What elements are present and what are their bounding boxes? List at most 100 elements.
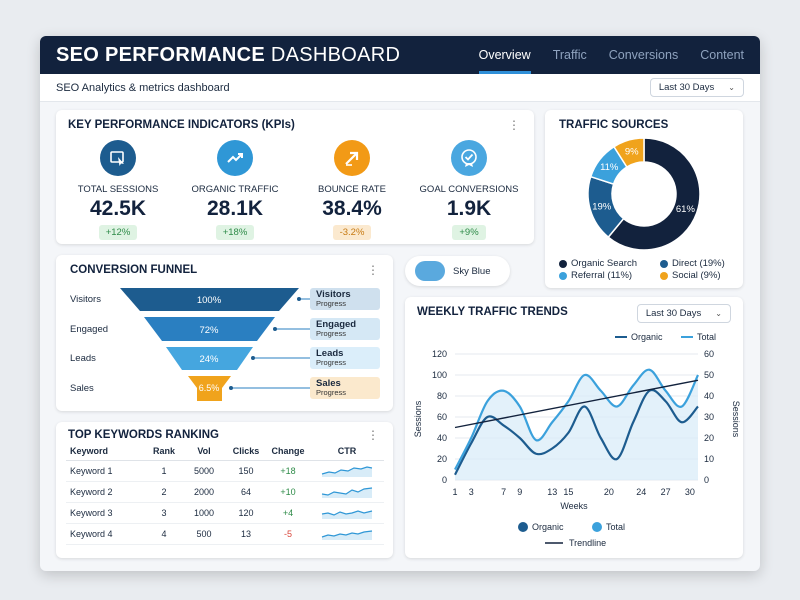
funnel-menu-icon[interactable]: ⋮ [367, 263, 379, 277]
legend-label: Social (9%) [672, 270, 721, 281]
y-tick-label: 100 [432, 370, 447, 380]
kpi-goal-conversions: GOAL CONVERSIONS 1.9K +9% [419, 140, 519, 240]
keywords-menu-icon[interactable]: ⋮ [367, 428, 379, 442]
y-tick-label: 80 [437, 391, 447, 401]
funnel-tag-engaged: Engaged Progress [310, 318, 380, 340]
funnel-tag-label: Sales [316, 378, 341, 389]
funnel-stage-leads [166, 347, 253, 370]
x-tick-label: 15 [563, 487, 573, 497]
dashboard-title: SEO PERFORMANCE DASHBOARD [56, 43, 401, 66]
donut-slice [612, 137, 645, 169]
column-header: Rank [146, 444, 182, 461]
funnel-percent: 72% [199, 325, 219, 336]
funnel-connector-dot [297, 297, 301, 301]
tab-content[interactable]: Content [700, 48, 744, 62]
y2-tick-label: 40 [704, 391, 714, 401]
traffic-sources-title: TRAFFIC SOURCES [559, 119, 669, 131]
x-tick-label: 3 [469, 487, 474, 497]
funnel-tag-sub: Progress [316, 298, 347, 308]
keyword-cell: Keyword 2 [66, 481, 146, 503]
ctr-sparkline [310, 502, 384, 524]
y2-tick-label: 0 [704, 475, 709, 485]
table-row[interactable]: Keyword 1 1 5000 150 +18 [66, 460, 384, 482]
funnel-stage-label: Leads [70, 353, 96, 364]
x-tick-label: 1 [452, 487, 457, 497]
y2-tick-label: 60 [704, 349, 714, 359]
funnel-tag-label: Leads [316, 348, 344, 359]
x-tick-label: 27 [661, 487, 671, 497]
funnel-connector-dot [273, 327, 277, 331]
volume-cell: 2000 [182, 481, 226, 503]
series-line-organic [454, 388, 699, 476]
x-tick-label: 9 [517, 487, 522, 497]
donut-slice-label: 11% [600, 162, 619, 173]
clicks-cell: 120 [226, 502, 266, 524]
funnel-percent: 100% [197, 295, 222, 306]
kpi-menu-icon[interactable]: ⋮ [508, 118, 520, 132]
y2-tick-label: 30 [704, 412, 714, 422]
clicks-cell: 64 [226, 481, 266, 503]
volume-cell: 5000 [182, 460, 226, 482]
legend-swatch [660, 271, 668, 280]
tab-overview[interactable]: Overview [478, 36, 531, 74]
kpi-value: 38.4% [322, 197, 382, 220]
legend-label: Direct (19%) [672, 258, 725, 269]
funnel-tag-sub: Progress [316, 387, 347, 397]
sub-header: SEO Analytics & metrics dashboard Last 3… [40, 74, 760, 102]
cursor-click-icon [100, 140, 136, 176]
funnel-graphic: 100% 72% 24% 6.5% [120, 288, 310, 401]
tab-conversions[interactable]: Conversions [608, 48, 679, 62]
funnel-tag-sub: Progress [316, 328, 347, 338]
y2-tick-label: 20 [704, 433, 714, 443]
y-axis-label: Sessions [413, 400, 423, 437]
keywords-card: TOP KEYWORDS RANKING ⋮ Keyword Rank Vol … [56, 422, 393, 558]
x-tick-label: 30 [685, 487, 695, 497]
legend-bottom-trendline: Trendline [569, 538, 606, 548]
tab-traffic[interactable]: Traffic [552, 48, 587, 62]
legend-referral: Referral (11%) [559, 270, 632, 281]
conversion-funnel-card: CONVERSION FUNNEL ⋮ 100% 72% 24% 6.5% Vi… [56, 255, 393, 411]
kpi-label: GOAL CONVERSIONS [419, 184, 519, 195]
legend-dot-total [592, 522, 602, 532]
date-range-select[interactable]: Last 30 Days ⌄ [649, 78, 744, 97]
kpi-card: KEY PERFORMANCE INDICATORS (KPIs) ⋮ TOTA… [56, 110, 534, 244]
funnel-stage-visitors [120, 288, 299, 311]
series-line-trendline [454, 379, 699, 429]
traffic-donut-chart: 61% 19% 11% 9% [587, 137, 701, 251]
funnel-title: CONVERSION FUNNEL [70, 264, 198, 276]
legend-organic-search: Organic Search [559, 258, 637, 269]
volume-cell: 1000 [182, 502, 226, 524]
table-row[interactable]: Keyword 4 4 500 13 -5 [66, 523, 384, 545]
x-tick-label: 24 [636, 487, 646, 497]
funnel-stage-label: Sales [70, 383, 94, 394]
ctr-sparkline [310, 523, 384, 545]
kpi-label: TOTAL SESSIONS [77, 184, 159, 195]
funnel-tag-visitors: Visitors Progress [310, 288, 380, 310]
change-cell: +10 [266, 481, 310, 503]
table-row[interactable]: Keyword 2 2 2000 64 +10 [66, 481, 384, 503]
table-row[interactable]: Keyword 3 3 1000 120 +4 [66, 502, 384, 524]
y2-tick-label: 50 [704, 370, 714, 380]
weekly-range-select[interactable]: Last 30 Days ⌄ [636, 304, 731, 323]
chevron-down-icon: ⌄ [728, 83, 735, 92]
funnel-connector-dot [229, 386, 233, 390]
series-line-total [454, 368, 699, 471]
arrow-up-right-icon [334, 140, 370, 176]
change-cell: +4 [266, 502, 310, 524]
kpi-bounce-rate: BOUNCE RATE 38.4% -3.2% [302, 140, 402, 240]
legend-swatch [559, 259, 567, 268]
x-tick-label: 20 [604, 487, 614, 497]
trend-up-icon [217, 140, 253, 176]
table-header-row: Keyword Rank Vol Clicks Change CTR [66, 444, 384, 461]
top-navbar: SEO PERFORMANCE DASHBOARD Overview Traff… [40, 36, 760, 74]
color-chip[interactable]: Sky Blue [405, 256, 510, 286]
y-tick-label: 60 [437, 412, 447, 422]
weekly-trends-title: WEEKLY TRAFFIC TRENDS [417, 306, 568, 318]
kpi-change-badge: +18% [215, 225, 255, 240]
funnel-tag-sales: Sales Progress [310, 377, 380, 399]
funnel-stage-sales [188, 376, 231, 401]
rank-cell: 2 [146, 481, 182, 503]
check-badge-icon [451, 140, 487, 176]
legend-swatch [559, 271, 567, 280]
page-subtitle: SEO Analytics & metrics dashboard [56, 81, 230, 94]
